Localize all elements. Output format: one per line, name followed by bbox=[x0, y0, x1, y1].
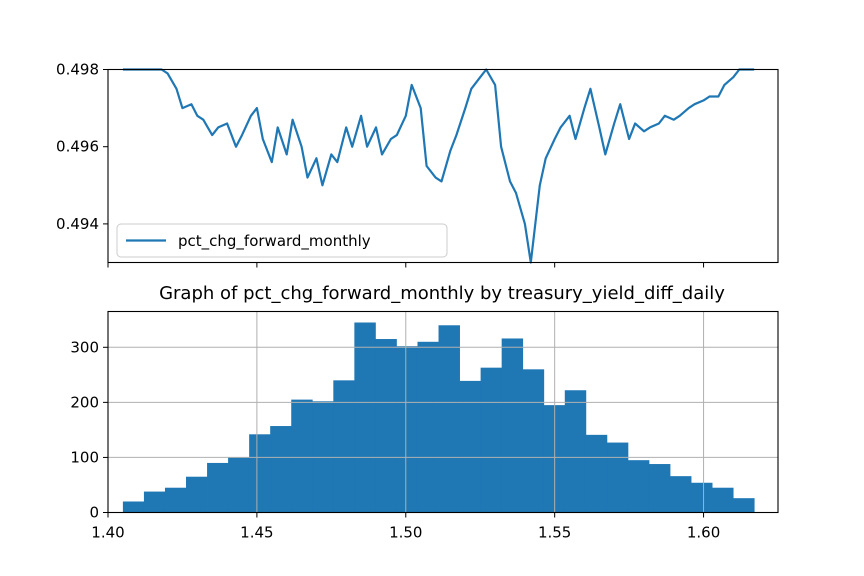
histogram-bar bbox=[627, 460, 650, 513]
histogram-ytick-label: 300 bbox=[70, 338, 99, 356]
histogram-bar bbox=[522, 369, 545, 513]
line-chart-ytick-label: 0.494 bbox=[56, 215, 99, 233]
histogram-bar bbox=[375, 339, 397, 513]
histogram-bar bbox=[186, 476, 208, 513]
histogram-bar bbox=[417, 341, 439, 513]
histogram-bars bbox=[122, 322, 755, 513]
histogram-panel: Graph of pct_chg_forward_monthly by trea… bbox=[70, 283, 779, 542]
histogram-ytick-label: 200 bbox=[70, 393, 99, 411]
line-chart-panel: 0.494 0.496 0.498 pct_chg_forward_monthly bbox=[56, 61, 779, 268]
histogram-bar bbox=[270, 426, 292, 513]
histogram-ytick-label: 0 bbox=[89, 504, 99, 522]
histogram-bar bbox=[312, 401, 334, 513]
line-chart-ytick-label: 0.498 bbox=[56, 61, 99, 79]
histogram-xtick-label: 1.50 bbox=[389, 524, 422, 542]
histogram-xtick-label: 1.40 bbox=[91, 524, 124, 542]
histogram-bar bbox=[501, 338, 524, 513]
series-line-pct-chg-forward-monthly bbox=[122, 68, 755, 264]
histogram-bar bbox=[480, 367, 503, 513]
histogram-bar bbox=[733, 498, 755, 513]
histogram-ticks: 1.40 1.45 1.50 1.55 1.60 0 100 200 300 bbox=[70, 338, 720, 541]
histogram-bar bbox=[249, 434, 271, 513]
histogram-bar bbox=[438, 325, 460, 513]
histogram-xtick-label: 1.55 bbox=[538, 524, 571, 542]
histogram-title: Graph of pct_chg_forward_monthly by trea… bbox=[159, 283, 725, 304]
histogram-bar bbox=[606, 442, 629, 513]
legend: pct_chg_forward_monthly bbox=[116, 223, 448, 258]
histogram-bar bbox=[164, 487, 187, 513]
histogram-bar bbox=[648, 464, 671, 513]
histogram-bar bbox=[228, 457, 250, 513]
histogram-frame bbox=[107, 310, 779, 514]
histogram-bar bbox=[291, 399, 313, 513]
histogram-bar bbox=[333, 380, 355, 513]
histogram-bar bbox=[143, 491, 166, 513]
histogram-xtick-label: 1.45 bbox=[240, 524, 273, 542]
histogram-xtick-label: 1.60 bbox=[687, 524, 720, 542]
histogram-bar bbox=[670, 476, 692, 513]
histogram-bar bbox=[122, 501, 145, 513]
histogram-bar bbox=[585, 434, 608, 513]
histogram-bar bbox=[564, 390, 587, 513]
line-chart-ticks: 0.494 0.496 0.498 bbox=[56, 61, 705, 268]
histogram-bar bbox=[712, 487, 734, 513]
legend-box bbox=[116, 223, 448, 258]
histogram-ytick-label: 100 bbox=[70, 448, 99, 466]
histogram-bar bbox=[459, 380, 482, 513]
line-chart-frame bbox=[107, 68, 779, 264]
line-chart-ytick-label: 0.496 bbox=[56, 138, 99, 156]
legend-label: pct_chg_forward_monthly bbox=[178, 232, 371, 251]
histogram-bar bbox=[354, 322, 376, 513]
line-series-group bbox=[122, 68, 755, 264]
histogram-bar bbox=[396, 346, 418, 513]
histogram-bar bbox=[691, 482, 713, 513]
histogram-bar bbox=[207, 462, 229, 513]
